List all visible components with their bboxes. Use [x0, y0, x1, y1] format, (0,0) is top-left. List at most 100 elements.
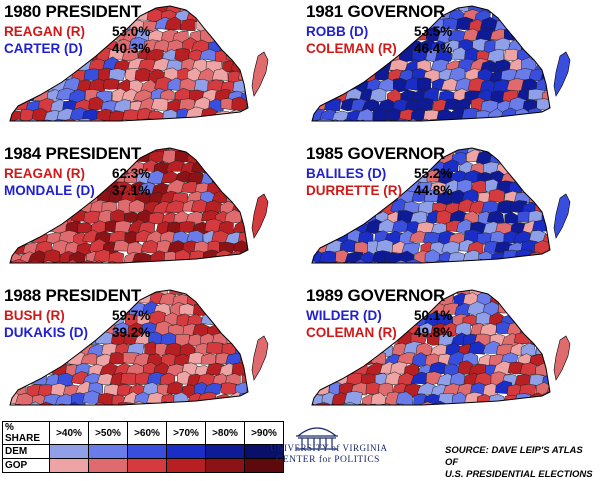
- county-region: [83, 314, 103, 326]
- county-region: [81, 272, 97, 274]
- county-region: [440, 414, 456, 416]
- county-region: [528, 172, 544, 186]
- county-region: [225, 270, 242, 274]
- county-region: [548, 402, 550, 405]
- county-region: [238, 9, 248, 23]
- county-region: [475, 311, 491, 325]
- county-region: [243, 260, 248, 263]
- county-region: [43, 129, 59, 132]
- county-region: [331, 272, 348, 274]
- candidate-row: DUKAKIS (D) 39.2%: [4, 325, 150, 340]
- county-region: [148, 415, 163, 416]
- county-region: [338, 261, 357, 263]
- county-region: [372, 413, 388, 416]
- county-region: [517, 169, 534, 183]
- county-region: [319, 250, 337, 263]
- county-region: [410, 129, 427, 133]
- county-region: [76, 118, 95, 121]
- county-region: [193, 148, 211, 156]
- county-region: [313, 118, 332, 121]
- county-region: [310, 413, 325, 416]
- county-region: [29, 273, 46, 275]
- county-region: [207, 6, 225, 12]
- county-region: [437, 130, 454, 132]
- county-region: [220, 6, 237, 11]
- county-region: [10, 119, 15, 121]
- county-region: [10, 59, 14, 73]
- county-region: [312, 219, 319, 234]
- county-region: [517, 291, 532, 304]
- county-region: [312, 229, 324, 243]
- county-region: [123, 271, 141, 274]
- county-region: [533, 19, 550, 33]
- county-region: [467, 129, 481, 132]
- county-region: [360, 412, 376, 416]
- county-region: [71, 412, 86, 416]
- eastern-shore-region: [553, 193, 571, 239]
- county-region: [96, 412, 113, 416]
- county-region: [325, 119, 343, 121]
- county-region: [504, 212, 519, 225]
- county-region: [542, 49, 550, 63]
- vote-share: 40.3%: [112, 41, 151, 56]
- county-region: [470, 404, 487, 405]
- panel-title: 1981 GOVERNOR: [306, 2, 446, 21]
- county-region: [386, 171, 404, 183]
- county-region: [156, 401, 172, 405]
- county-region: [352, 343, 369, 356]
- county-region: [529, 9, 547, 23]
- county-region: [520, 290, 537, 295]
- county-region: [206, 342, 224, 355]
- county-region: [312, 97, 316, 111]
- county-region: [140, 239, 158, 254]
- county-region: [237, 292, 248, 306]
- county-region: [548, 242, 550, 257]
- county-region: [503, 9, 521, 22]
- county-region: [194, 259, 212, 263]
- county-region: [370, 351, 387, 365]
- county-region: [522, 16, 538, 31]
- county-region: [532, 117, 550, 121]
- county-region: [312, 350, 314, 365]
- county-region: [488, 188, 505, 203]
- county-region: [10, 210, 12, 225]
- county-region: [188, 250, 205, 263]
- county-region: [39, 79, 55, 92]
- county-region: [506, 261, 526, 263]
- county-region: [10, 100, 16, 113]
- county-region: [321, 270, 339, 274]
- county-region: [324, 404, 342, 405]
- county-region: [452, 414, 467, 416]
- county-region: [412, 270, 428, 274]
- county-region: [179, 261, 198, 263]
- legend-table: % SHARE >40% >50% >60% >70% >80% >90% DE…: [2, 421, 284, 473]
- county-region: [18, 412, 33, 416]
- county-region: [207, 290, 224, 298]
- county-region: [508, 6, 527, 15]
- county-region: [403, 259, 423, 263]
- county-region: [520, 6, 538, 11]
- county-region: [10, 404, 16, 405]
- vote-share: 44.8%: [414, 183, 453, 198]
- vote-share: 62.3%: [112, 166, 151, 181]
- county-region: [519, 160, 535, 174]
- county-region: [314, 221, 330, 237]
- county-region: [302, 251, 311, 263]
- county-region: [111, 414, 126, 416]
- county-region: [17, 371, 34, 384]
- county-region: [312, 60, 319, 73]
- county-region: [232, 117, 248, 121]
- county-region: [58, 272, 75, 274]
- county-region: [542, 391, 550, 405]
- county-region: [350, 200, 369, 215]
- election-panel: 1984 PRESIDENT REAGAN (R) 62.3% MONDALE (D)…: [0, 142, 290, 274]
- county-region: [312, 353, 326, 367]
- county-region: [88, 260, 106, 263]
- eastern-shore-region: [251, 51, 269, 97]
- vote-share: 39.2%: [112, 325, 151, 340]
- county-region: [240, 273, 256, 274]
- county-region: [235, 6, 248, 14]
- county-region: [312, 80, 320, 93]
- county-region: [36, 401, 54, 405]
- county-region: [533, 261, 550, 263]
